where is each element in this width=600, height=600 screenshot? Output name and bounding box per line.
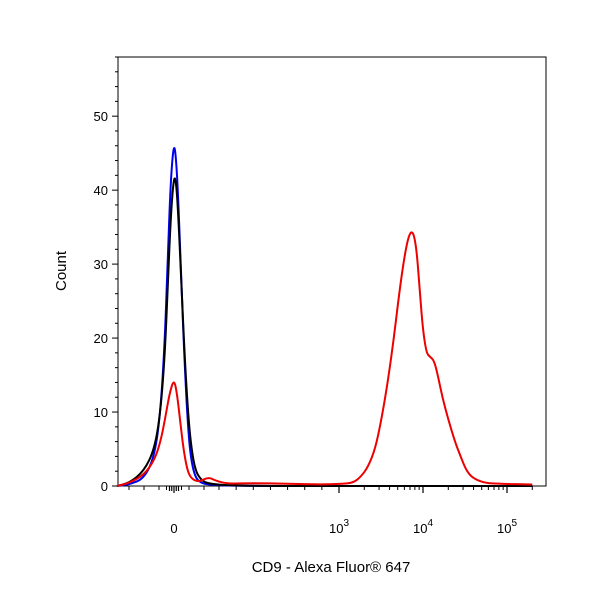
y-axis: 0 10 20 30 40 50: [94, 109, 118, 494]
minor-ticks: [115, 56, 533, 491]
y-tick-label: 30: [94, 257, 108, 272]
series-layer: [116, 147, 533, 488]
y-tick-label: 40: [94, 183, 108, 198]
plot-frame: [117, 56, 547, 487]
x-axis: 0 103 104 105: [170, 486, 517, 536]
y-tick-label: 20: [94, 331, 108, 346]
x-tick-label: 0: [170, 521, 177, 536]
x-axis-label: CD9 - Alexa Fluor® 647: [252, 559, 411, 576]
y-axis-label: Count: [53, 250, 70, 291]
y-tick-label: 50: [94, 109, 108, 124]
y-tick-label: 0: [101, 479, 108, 494]
x-tick-label: 103: [329, 518, 349, 536]
series-line-2: [116, 231, 533, 487]
x-tick-label: 105: [497, 518, 517, 536]
series-line-0: [116, 147, 533, 488]
x-tick-label: 104: [413, 518, 433, 536]
y-tick-label: 10: [94, 405, 108, 420]
series-line-1: [116, 177, 533, 488]
